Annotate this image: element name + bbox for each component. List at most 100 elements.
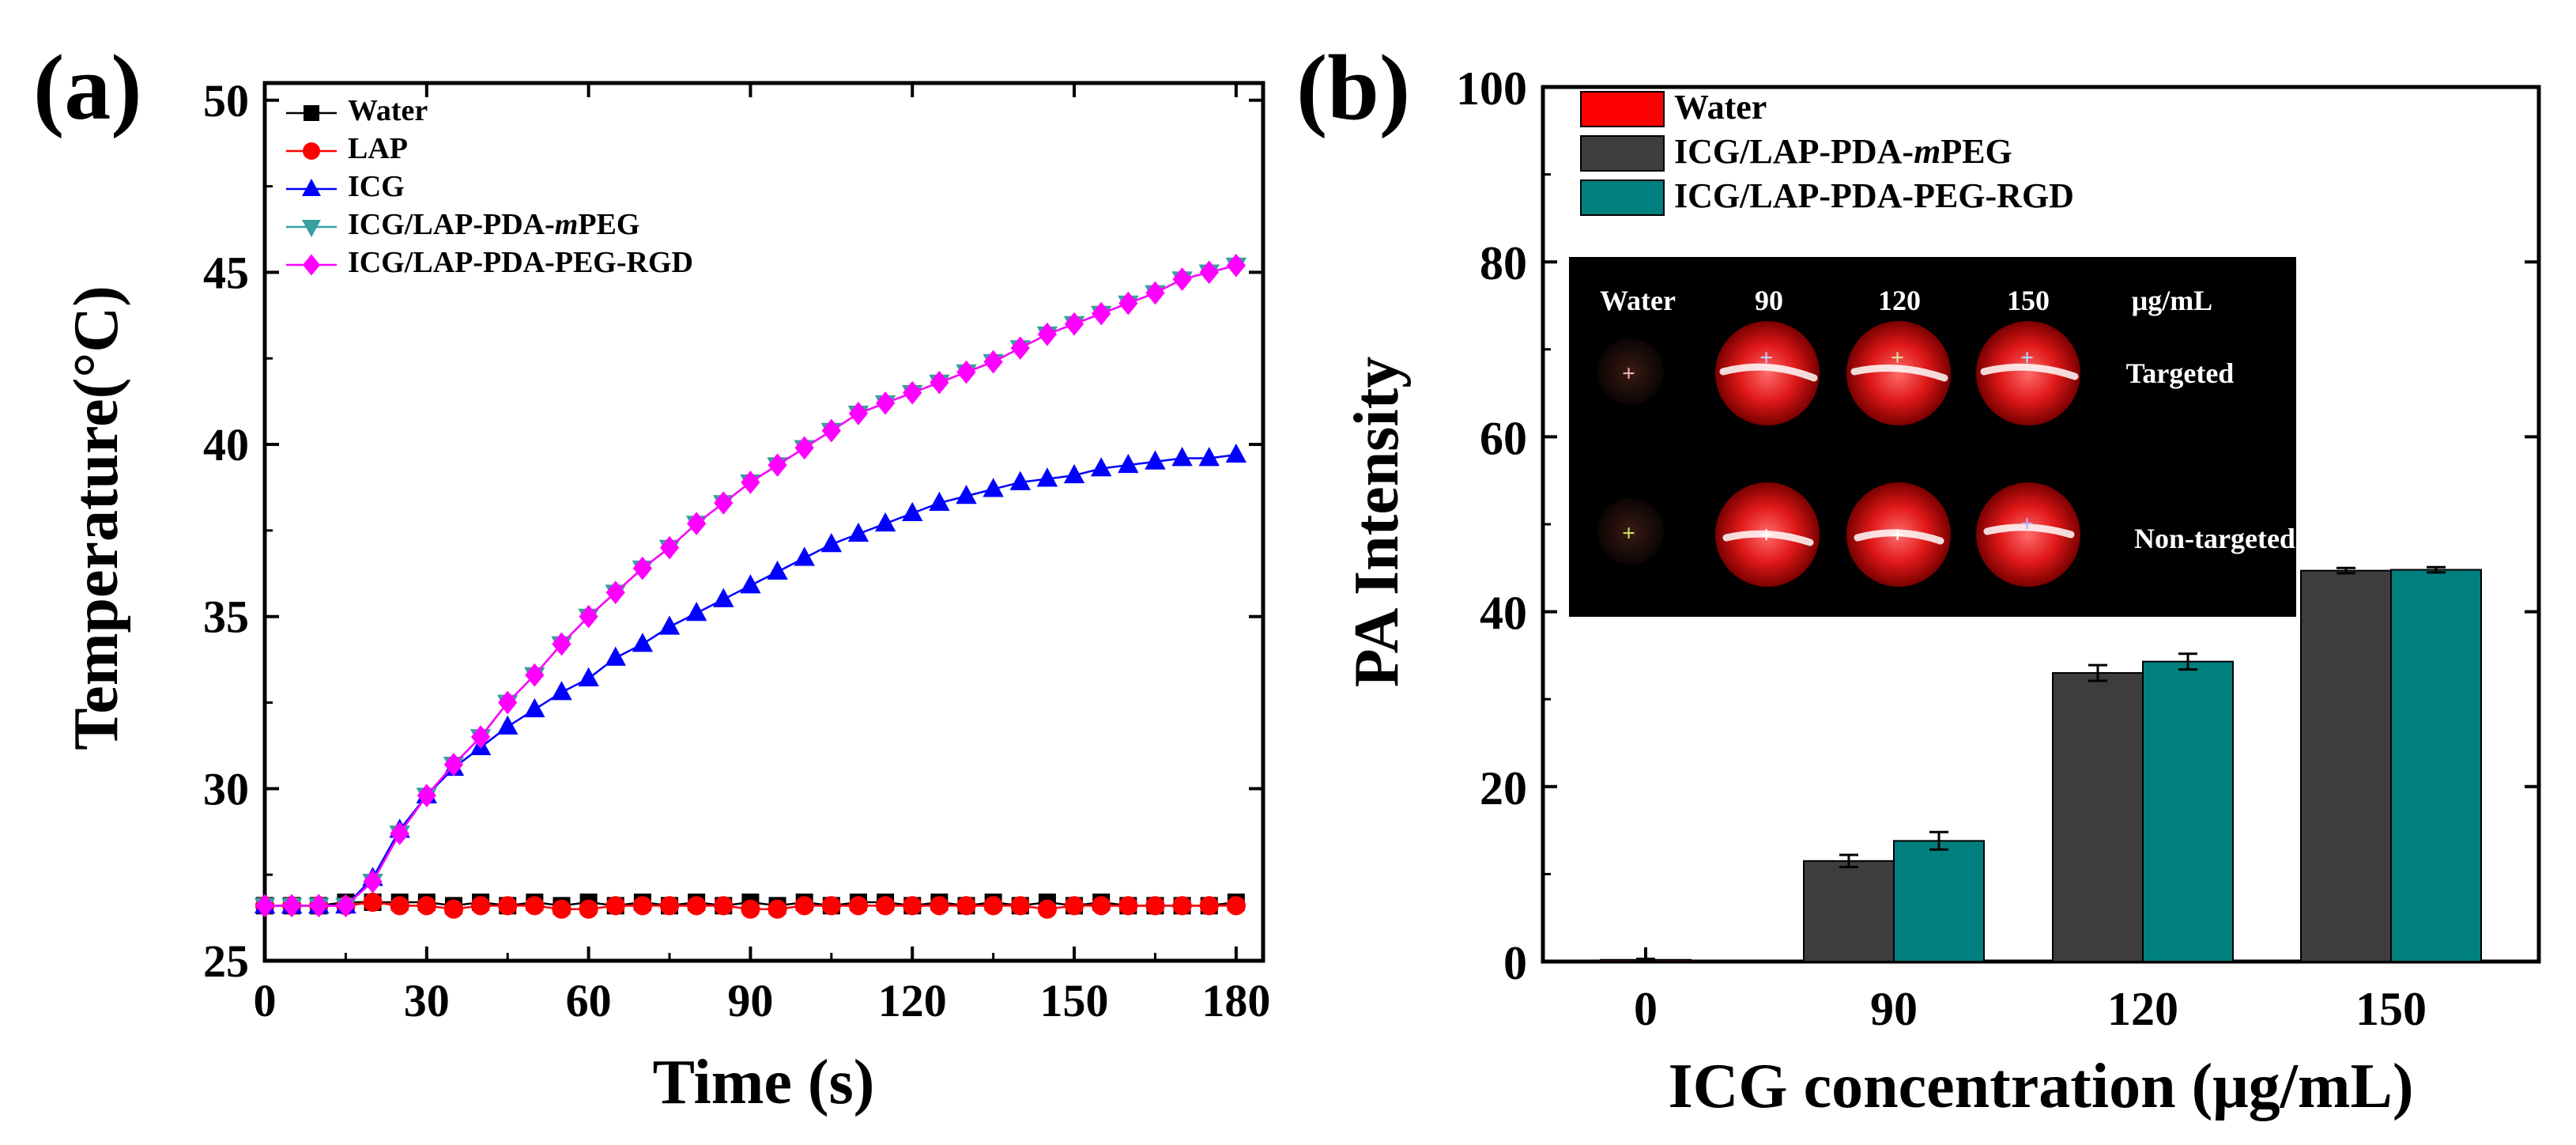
data-point-lap — [659, 896, 680, 916]
data-point-lap — [579, 899, 598, 919]
data-point-rgd — [1064, 312, 1084, 336]
data-point-rgd — [336, 894, 356, 918]
data-point-icg — [1090, 457, 1112, 477]
data-point-icg — [767, 560, 788, 580]
legend-swatch-b — [1580, 179, 1665, 216]
data-point-rgd — [417, 784, 436, 807]
data-point-rgd — [498, 690, 518, 715]
data-point-lap — [498, 896, 518, 916]
data-point-rgd — [552, 632, 571, 656]
series-line-icg — [265, 453, 1237, 907]
svg-text:+: + — [1759, 522, 1773, 548]
data-point-icg — [1009, 470, 1031, 490]
inset-spot-120-targeted — [1846, 321, 1951, 425]
data-point-rgd — [605, 580, 625, 605]
axes-b: 0 20 40 60 80 100 0 90 120 150 — [1456, 62, 2539, 1035]
data-point-rgd — [390, 822, 409, 845]
data-point-icg — [1171, 447, 1193, 467]
inset-col-150: 150 — [2007, 285, 2050, 316]
y-tick-label-b: 80 — [1480, 237, 1527, 289]
data-point-icg — [1225, 443, 1247, 463]
data-point-icg — [685, 602, 707, 622]
data-point-lap — [876, 896, 896, 916]
legend-label-a: ICG — [348, 170, 405, 203]
data-point-icg — [956, 485, 977, 504]
data-point-rgd — [876, 391, 896, 415]
bar-bar_mpeg — [2052, 672, 2144, 963]
svg-text:+: + — [1759, 345, 1773, 371]
data-point-lap — [687, 896, 707, 916]
data-point-rgd — [741, 470, 760, 494]
data-point-rgd — [930, 370, 949, 395]
data-point-icg — [847, 522, 869, 542]
inset-row-targeted: Targeted — [2126, 357, 2235, 389]
data-point-rgd — [1037, 322, 1058, 346]
svg-text:+: + — [1891, 522, 1904, 548]
bar-bar_mpeg — [1803, 860, 1895, 963]
svg-text:+: + — [1622, 520, 1635, 546]
data-point-icg — [605, 646, 626, 666]
data-point-rgd — [525, 663, 545, 687]
inset-spot-150-targeted — [1976, 321, 2080, 425]
x-tick-label-a: 30 — [404, 975, 450, 1026]
x-tick-label-b: 120 — [2107, 983, 2178, 1035]
series-a — [254, 253, 1247, 919]
data-point-rgd — [1092, 301, 1111, 326]
x-tick-label-a: 150 — [1040, 975, 1109, 1026]
panel-a-line-chart: (a) 0 30 60 90 120 150 180 25 30 35 40 45 50 Water LA… — [33, 36, 1270, 1117]
data-point-icg — [632, 633, 654, 652]
data-point-icg — [658, 615, 681, 635]
data-point-rgd — [579, 604, 598, 629]
data-point-lap — [930, 896, 949, 916]
data-point-lap — [1199, 896, 1219, 916]
data-point-rgd — [983, 350, 1003, 374]
data-point-lap — [1172, 896, 1192, 916]
data-point-lap — [768, 899, 787, 919]
y-tick-label-b: 0 — [1503, 937, 1527, 989]
data-point-rgd — [956, 360, 976, 384]
data-point-icg — [820, 532, 843, 553]
legend-label-a: Water — [348, 94, 428, 127]
legend-label-b: Water — [1674, 88, 1767, 127]
legend-marker-a — [302, 220, 321, 237]
y-tick-label-a: 50 — [203, 75, 249, 127]
legend-label-a: LAP — [348, 132, 408, 165]
y-tick-label-a: 30 — [203, 763, 249, 814]
data-point-rgd — [1118, 291, 1138, 316]
data-point-rgd — [1145, 281, 1165, 305]
data-point-icg — [1145, 450, 1166, 470]
data-point-lap — [443, 899, 464, 919]
data-point-icg — [524, 697, 545, 718]
data-point-lap — [794, 896, 814, 916]
inset-crosshairs: + + + + + + + + — [1622, 345, 2034, 548]
inset-spot-90-targeted — [1715, 321, 1820, 425]
x-tick-label-b: 90 — [1870, 983, 1918, 1035]
data-point-rgd — [903, 380, 922, 405]
data-point-rgd — [687, 512, 707, 536]
data-point-lap — [1010, 896, 1030, 916]
data-point-icg — [1198, 447, 1220, 467]
data-point-lap — [605, 896, 625, 916]
x-axis-label-b: ICG concentration (μg/mL) — [1668, 1052, 2413, 1121]
data-point-icg — [1118, 453, 1139, 474]
y-tick-label-a: 40 — [203, 419, 249, 470]
data-point-lap — [956, 896, 976, 916]
bar-bar_mpeg — [2300, 569, 2392, 962]
legend-label-a: ICG/LAP-PDA-PEG-RGD — [348, 246, 693, 279]
data-point-lap — [363, 892, 383, 913]
data-point-icg — [1036, 467, 1058, 487]
legend-marker-a — [303, 142, 320, 160]
svg-text:+: + — [1891, 345, 1904, 371]
inset-col-90: 90 — [1755, 285, 1783, 316]
data-point-rgd — [794, 436, 814, 460]
inset-spot-150-non-targeted — [1976, 482, 2080, 587]
data-point-rgd — [470, 725, 491, 749]
legend-label-b: ICG/LAP-PDA-PEG-RGD — [1674, 176, 2074, 215]
data-point-icg — [983, 478, 1004, 497]
data-point-lap — [525, 896, 545, 916]
legend-a: Water LAP ICG ICG/LAP-PDA-mPEG ICG/LAP-PDA-P… — [286, 94, 693, 279]
inset-spot-water-non-targeted — [1597, 498, 1664, 565]
data-point-icg — [713, 588, 734, 607]
data-point-rgd — [632, 556, 652, 580]
inset-col-120: 120 — [1878, 285, 1921, 316]
